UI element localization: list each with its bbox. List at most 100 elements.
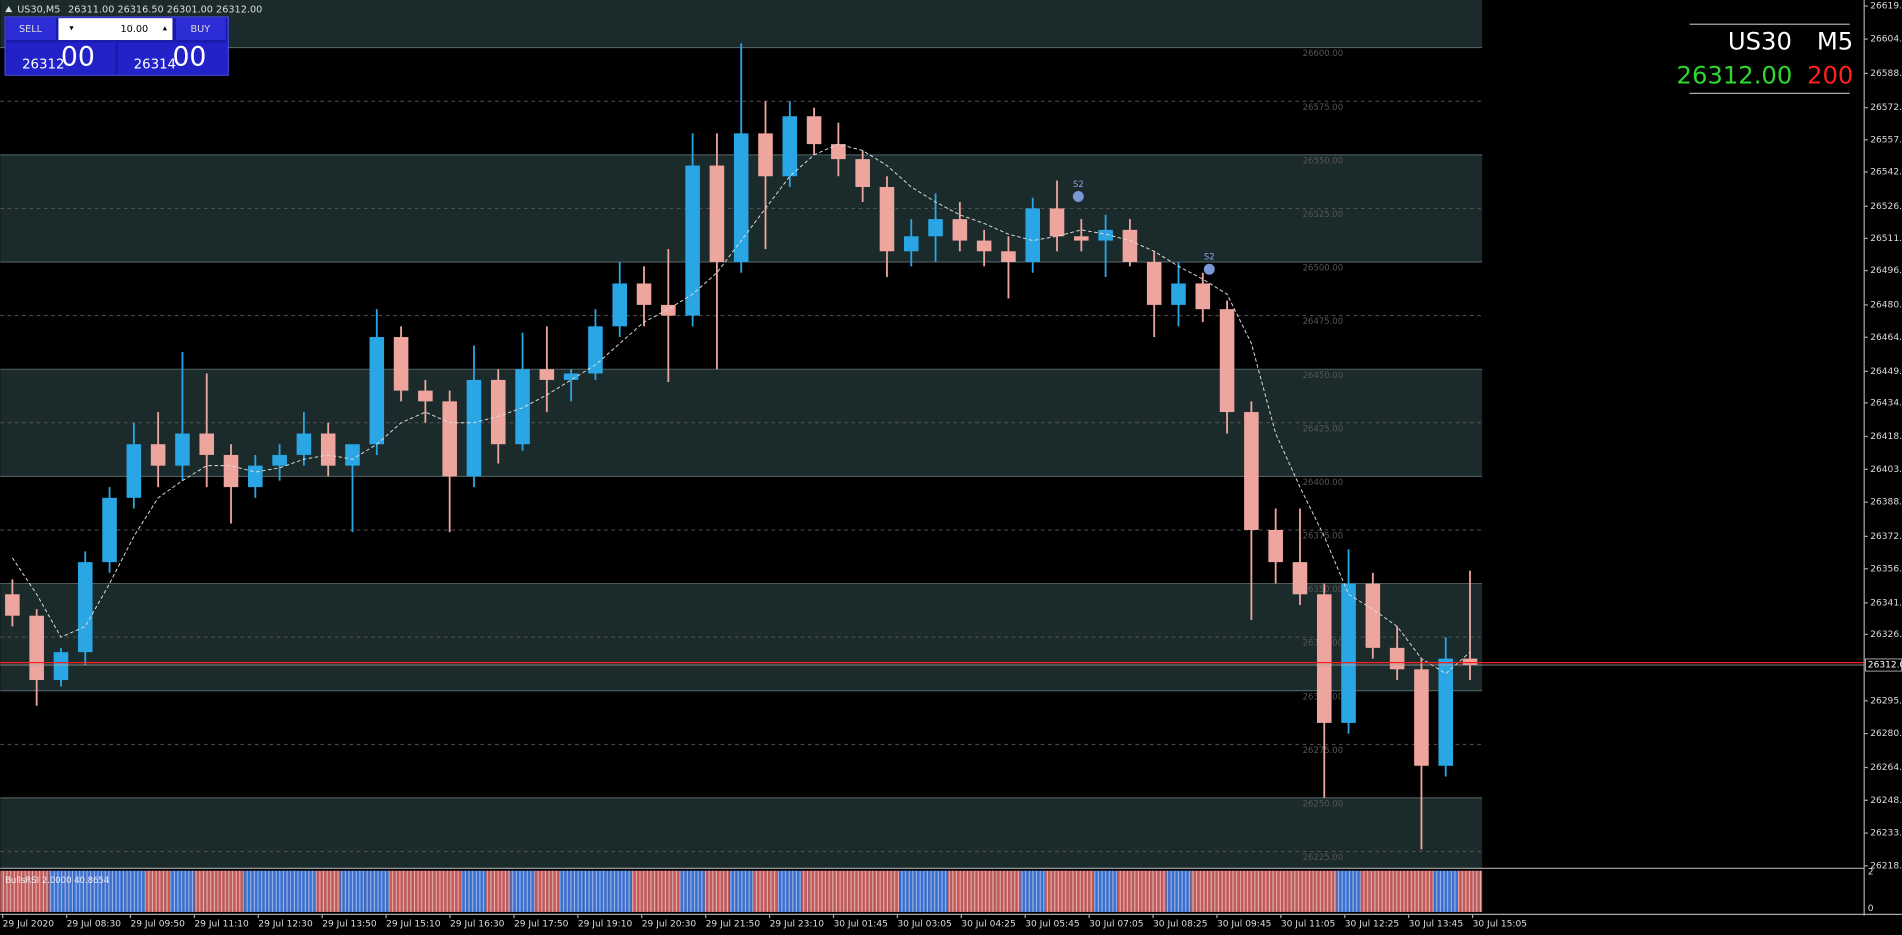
indicator-bar (753, 870, 778, 912)
ticker-box: US30 M5 26312.00 200 (1677, 23, 1853, 94)
candle-body (1462, 658, 1478, 666)
candle-body (1341, 583, 1356, 723)
indicator-bar (777, 870, 802, 912)
y-tick-label: 26572.0 (1870, 103, 1902, 113)
y-tick-label: 26511.0 (1870, 234, 1902, 244)
y-tick-label: 26464.9 (1870, 333, 1902, 343)
level-label: 26350.00 (1303, 584, 1343, 594)
candle-body (418, 390, 433, 402)
level-label: 26250.00 (1303, 798, 1343, 808)
buy-button[interactable] (176, 18, 226, 41)
indicator-bar (1020, 870, 1045, 912)
indicator-bar (1336, 870, 1361, 912)
candle-body (5, 594, 20, 616)
zone (0, 797, 1483, 869)
indicator-bar (947, 870, 972, 912)
indicator-bar (534, 870, 559, 912)
x-tick-label: 30 Jul 04:25 (961, 920, 1015, 930)
zone (0, 583, 1483, 691)
candle-body (29, 615, 44, 681)
candle-body (831, 144, 846, 160)
sell-button[interactable] (6, 18, 57, 41)
candle-body (661, 304, 676, 316)
level-label: 26450.00 (1303, 370, 1343, 380)
indicator-bar (1312, 870, 1337, 912)
y-tick-label: 26233.6 (1870, 829, 1902, 839)
indicator-tick-label: 2 (1868, 867, 1874, 877)
y-tick-label: 26264.2 (1870, 763, 1902, 773)
candle-body (903, 236, 919, 252)
candle-body (1025, 208, 1041, 263)
annotation: S2 (1204, 252, 1215, 262)
candle-body (1292, 562, 1308, 595)
annotation-icon (1072, 191, 1084, 202)
candle-body (879, 186, 895, 252)
x-tick-label: 30 Jul 11:05 (1281, 920, 1335, 930)
candle-body (1195, 283, 1211, 310)
indicator-bar (631, 870, 657, 912)
ticker-symbol: US30 (1728, 26, 1792, 55)
candle-body (199, 433, 215, 455)
indicator-bar (510, 870, 535, 912)
level-label: 26500.00 (1303, 263, 1343, 273)
indicator-bar (704, 870, 730, 912)
y-tick-label: 26619.4 (1870, 2, 1902, 12)
indicator-bar (1239, 870, 1264, 912)
x-tick-label: 29 Jul 15:10 (386, 920, 441, 930)
indicator-bar (316, 870, 341, 912)
indicator-bar (874, 870, 900, 912)
volume-box[interactable] (58, 18, 173, 41)
candle-body (1268, 529, 1283, 563)
ask-small: 00 (172, 42, 206, 73)
y-tick-label: 26295.3 (1870, 696, 1902, 706)
indicator-bar (1384, 870, 1410, 912)
indicator-bar (73, 870, 98, 912)
sell-label[interactable]: SELL (19, 24, 43, 35)
candle-body (1122, 229, 1138, 263)
level-label: 26275.00 (1303, 745, 1343, 755)
candle-body (272, 454, 287, 466)
x-tick-label: 29 Jul 13:50 (322, 920, 377, 930)
candle-body (175, 433, 190, 466)
y-tick-label: 26218.3 (1870, 861, 1902, 871)
volume[interactable]: 10.00 (120, 24, 148, 35)
vol-up[interactable]: ▴ (163, 22, 168, 32)
x-tick-label: 29 Jul 11:10 (194, 920, 249, 930)
y-tick-label: 26372.0 (1870, 532, 1902, 542)
candle-body (758, 133, 773, 177)
candle-body (733, 133, 749, 263)
indicator-bar (413, 870, 438, 912)
indicator-tick-label: 0 (1868, 904, 1874, 914)
level-label: 26425.00 (1303, 423, 1343, 433)
level-label: 26375.00 (1303, 531, 1343, 541)
level-label: 26525.00 (1303, 209, 1343, 219)
candle-body (490, 379, 506, 445)
indicator-bar (1069, 870, 1094, 912)
candle-body (53, 652, 69, 681)
candle-body (1438, 658, 1454, 766)
y-tick-label: 26557.0 (1870, 135, 1902, 145)
candle-body (248, 465, 263, 488)
collapse-icon[interactable] (5, 6, 13, 13)
candle-body (1365, 583, 1381, 648)
x-tick-label: 29 Jul 17:50 (514, 920, 569, 930)
indicator-bar (1287, 870, 1313, 912)
x-tick-label: 30 Jul 05:45 (1025, 920, 1079, 930)
y-tick-label: 26604.0 (1870, 35, 1902, 45)
ask-box[interactable] (117, 42, 228, 74)
level-label: 26550.00 (1303, 155, 1343, 165)
zone (0, 0, 1483, 48)
bid-box[interactable] (6, 42, 116, 74)
indicator-bar (850, 870, 875, 912)
indicator-bar (194, 870, 219, 912)
x-tick-label: 30 Jul 03:05 (897, 920, 951, 930)
x-tick-label: 30 Jul 13:45 (1409, 920, 1463, 930)
vol-down[interactable]: ▾ (69, 22, 74, 32)
x-tick-label: 30 Jul 09:45 (1217, 920, 1271, 930)
buy-label[interactable]: BUY (191, 24, 211, 35)
indicator-bar (121, 870, 146, 912)
current-price-label: 26312.0 (1868, 661, 1902, 671)
candle-body (1219, 309, 1235, 413)
indicator-bar (48, 870, 74, 912)
